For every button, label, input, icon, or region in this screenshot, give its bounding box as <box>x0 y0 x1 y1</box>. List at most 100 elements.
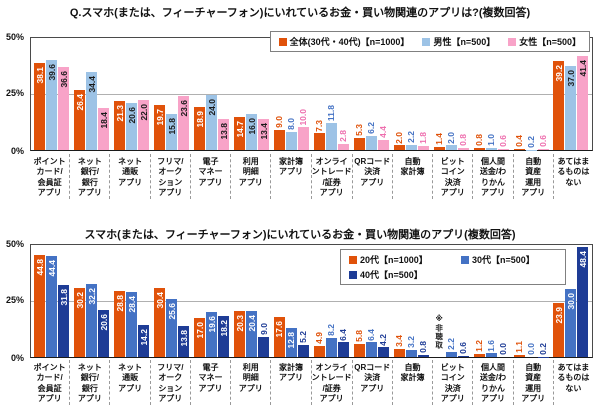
bar-group: 0.8 1.0 0.6 <box>471 38 511 150</box>
y-axis-tick: 0% <box>10 146 24 156</box>
plot-area: 38.1 39.6 36.6 26.4 34.4 18.4 21.3 20.6 22.0 19.7… <box>30 31 593 151</box>
category-label-line: ントレード <box>311 373 352 383</box>
category-label-line: 家計簿 <box>400 167 425 177</box>
bar-group: 20.3 20.4 9.0 <box>232 245 272 357</box>
bar <box>34 254 46 357</box>
category-label: 自動 家計簿 <box>391 154 432 199</box>
category-label-line: あてはま <box>557 363 590 372</box>
bar-slot: 1.8 <box>417 38 429 150</box>
bar-value-label: 23.9 <box>553 306 564 324</box>
bar-slot: 14.2 <box>138 245 150 357</box>
category-label-line: ポイント <box>33 363 66 372</box>
bar <box>537 356 549 357</box>
bar <box>138 324 150 357</box>
bar <box>337 342 349 357</box>
bar-slot: 39.2 <box>553 38 565 150</box>
bar <box>565 65 577 150</box>
bar <box>246 310 258 357</box>
bar-slot: 1.6 <box>485 245 497 357</box>
category-label: フリマ/オーク ション アプリ <box>149 154 190 199</box>
bar-slot: 0.8 <box>457 38 469 150</box>
x-axis-labels: ポイント カード/会員証 アプリ ネット 銀行/銀行 アプリ ネット 通販 アプリ フリマ/オーク… <box>30 154 593 199</box>
bar-group: 19.7 15.8 23.6 <box>152 38 192 150</box>
bar <box>405 349 417 357</box>
bar-slot: 37.0 <box>565 38 577 150</box>
category-label: 自動 家計簿 <box>391 360 432 405</box>
bar-slot: 30.4 <box>154 245 166 357</box>
legend-swatch <box>278 37 287 46</box>
bar-value-label: 2.0 <box>394 131 404 144</box>
bar-slot: 0.6 <box>457 245 469 357</box>
legend: 全体(30代・40代)【n=1000】 男性【n=500】 女性【n=500】 <box>269 31 590 52</box>
category-label-line: ポイント <box>33 157 66 166</box>
bar-group: 0.4 0.2 0.6 <box>511 38 551 150</box>
bar-value-label: 0.8 <box>418 341 428 354</box>
bar-value-label: 20.4 <box>246 314 257 332</box>
category-label-line: アプリ <box>360 383 385 393</box>
bar-value-label: 28.8 <box>114 295 125 312</box>
bar <box>285 131 297 150</box>
bar-value-label: 2.2 <box>445 338 456 350</box>
y-axis: 50% 25% 0% <box>0 32 27 156</box>
legend-swatch <box>461 255 469 264</box>
bar-slot: 31.8 <box>58 245 70 357</box>
category-label-line: 個人間 <box>480 157 505 166</box>
category-label: オンライ ントレード/証券 アプリ <box>310 360 352 405</box>
bar-slot: 28.4 <box>126 245 138 357</box>
bar-value-label: 1.2 <box>473 340 484 353</box>
category-label-line: ネット <box>118 363 143 372</box>
bar-slot: 8.2 <box>325 245 337 357</box>
bar <box>218 315 230 357</box>
category-label: ビット コイン 決済 アプリ <box>432 154 472 199</box>
category-label-line: ション <box>158 383 183 393</box>
category-label-line: 家計簿 <box>279 363 304 372</box>
category-label: ネット 通販 アプリ <box>109 360 149 405</box>
bar <box>273 129 285 150</box>
bar-group: 21.3 20.6 22.0 <box>112 38 152 150</box>
category-label-line: 自動 <box>404 363 421 372</box>
bar-value-label: 6.4 <box>366 328 377 341</box>
bar <box>537 148 549 150</box>
bar-value-label: 6.4 <box>338 328 349 341</box>
bar-value-label: 0.8 <box>457 134 468 147</box>
bar <box>353 137 365 150</box>
bar <box>273 316 285 357</box>
category-label-line: アプリ <box>319 394 344 404</box>
category-label-line: アプリ <box>118 383 143 393</box>
bar <box>178 325 190 357</box>
bar-slot: 3.4 <box>393 245 405 357</box>
bar-slot: ※非聴取 <box>434 245 445 357</box>
bar-slot: 11.8 <box>325 38 337 150</box>
bar-slot: 2.2 <box>405 38 417 150</box>
bar-slot: 30.0 <box>565 245 577 357</box>
y-axis-tick: 25% <box>5 88 24 98</box>
legend-item: 30代【n=500】 <box>461 253 557 266</box>
category-label: オンライ ントレード/証券 アプリ <box>310 154 352 199</box>
category-label: 自動 資産 運用 アプリ <box>512 360 553 405</box>
bar-slot: 18.9 <box>194 38 206 150</box>
bar <box>154 287 166 357</box>
bar-value-label: 7.3 <box>314 119 325 132</box>
bar-group: 5.8 6.4 4.2 <box>351 245 391 357</box>
bar <box>457 355 469 357</box>
bar-value-label: 1.0 <box>485 133 496 146</box>
bar-slot: 19.7 <box>154 38 166 150</box>
bar <box>473 148 485 150</box>
bar <box>98 108 110 150</box>
category-label-line: アプリ <box>480 188 505 198</box>
category-label-line: ビット <box>440 157 465 166</box>
category-label: 電子 マネー アプリ <box>189 154 230 199</box>
bar-group: 39.2 37.0 41.4 <box>551 38 591 150</box>
category-label-line: アプリ <box>118 177 143 187</box>
category-label-line: 自動 <box>525 363 542 372</box>
bar <box>86 283 98 357</box>
bar <box>473 354 485 357</box>
category-label: QRコード 決済 アプリ <box>351 360 392 405</box>
bar-value-label: 23.6 <box>178 100 189 117</box>
bar-value-label: 0.2 <box>537 342 548 355</box>
category-label-line: フリマ/ <box>157 157 184 166</box>
bar-value-label: 2.0 <box>445 131 456 144</box>
bar-value-label: 0.8 <box>473 134 484 147</box>
legend-item: 40代【n=500】 <box>349 268 445 281</box>
